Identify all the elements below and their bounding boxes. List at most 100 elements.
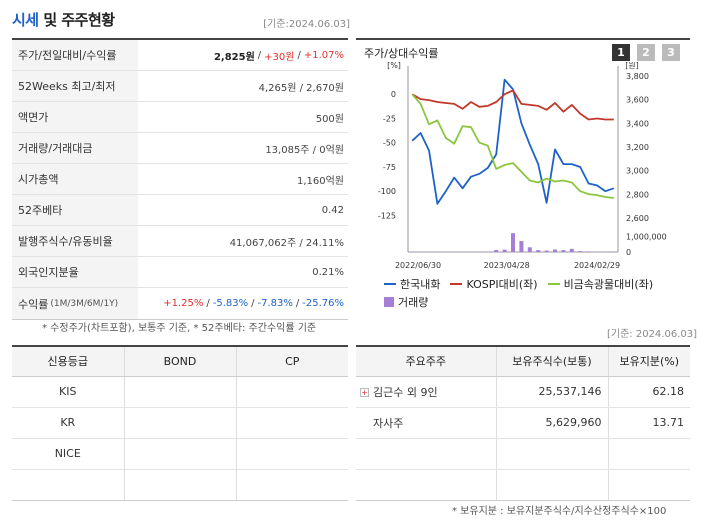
right-axis-tick: 3,400 [626,119,649,128]
table-row: KIS [12,376,348,408]
bond-cell [123,376,236,408]
period-button-1[interactable]: 1 [612,44,630,61]
volume-bar [435,251,440,253]
agency-cell: NICE [12,438,124,470]
volume-bar [553,249,557,252]
summary-value: 41,067,062주 / 24.11% [229,237,344,249]
legend-label: 거래량 [398,296,429,309]
sep: / [257,49,262,61]
summary-label: 액면가 [12,102,138,132]
summary-value: 2,825원 / +30원 / +1.07% [138,40,348,70]
legend-swatch [450,283,463,285]
cp-cell [235,407,348,439]
volume-bar [494,249,499,252]
column-header: BOND [123,346,236,377]
summary-row: 52주베타 0.42 [12,195,348,226]
x-axis-tick: 2022/06/30 [395,261,441,270]
summary-label: 거래량/거래대금 [12,133,138,163]
agency-cell: KIS [12,376,124,408]
table-header-row: 신용등급 BOND CP [12,346,348,377]
column-header: 보유주식수(보통) [495,346,608,377]
volume-bar [511,233,515,252]
series-line-2 [411,93,614,199]
returns-label-sub: (1M/3M/6M/1Y) [50,298,119,309]
holder-name-cell[interactable]: + 김근수 외 9인 [356,376,496,408]
right-axis-tick: 3,000 [626,167,649,176]
left-axis-tick: -100 [378,187,396,196]
table-row: 자사주 5,629,960 13.71 [356,407,690,439]
agency-cell [12,469,124,501]
left-axis-tick: -125 [378,211,396,220]
title-accent: 시세 [12,11,39,29]
legend-item-sector: 비금속광물대비(좌) [547,276,654,292]
summary-row: 거래량/거래대금 13,085주 / 0억원 [12,133,348,164]
table-row: NICE [12,438,348,470]
summary-value: 1,160억원 [296,175,344,187]
volume-bar [519,241,524,252]
summary-date: [기준:2024.06.03] [263,19,350,30]
table-row: + 김근수 외 9인 25,537,146 62.18 [356,376,690,408]
right-axis-tick: 2,600 [626,214,649,223]
summary-value: 13,085주 / 0억원 [265,144,344,156]
column-header: 보유지분(%) [607,346,690,377]
legend-swatch [384,297,394,307]
volume-bar [595,251,599,253]
major-holders-table: 주요주주 보유주식수(보통) 보유지분(%) + 김근수 외 9인 25,537,… [356,345,690,501]
period-button-3[interactable]: 3 [662,44,680,61]
left-axis-tick: -50 [383,139,396,148]
summary-note: * 수정주가(차트포함), 보통주 기준, * 52주베타: 주간수익률 기준 [42,323,317,334]
returns-label: 수익률 [18,297,49,311]
volume-bar [452,251,457,253]
chart-panel [356,38,690,314]
chart-title: 주가/상대수익률 [364,47,439,60]
right-axis-tick: 3,800 [626,72,649,81]
legend-label: 비금속광물대비(좌) [563,278,654,291]
volume-bar [536,250,541,252]
left-axis-tick: 0 [391,90,396,99]
sep: / [297,49,301,61]
holder-name: 김근수 외 9인 [373,385,438,399]
sep: / [206,298,210,309]
volume-bar [569,248,574,252]
volume-bar [485,251,490,253]
sep: / [251,298,255,309]
volume-bar [502,249,507,252]
table-header-row: 주요주주 보유주식수(보통) 보유지분(%) [356,346,690,377]
return-1m: +1.25% [163,298,204,309]
series-line-1 [411,89,614,121]
cp-cell [235,438,348,470]
volume-bar [410,251,415,253]
period-button-2[interactable]: 2 [637,44,655,61]
holder-shares [495,469,608,501]
price-change: +30원 [264,51,295,63]
summary-row: 수익률 (1M/3M/6M/1Y) +1.25% / -5.83% / -7.8… [12,288,348,319]
volume-bar [603,251,608,253]
legend-swatch [547,283,560,285]
cp-cell [235,376,348,408]
summary-row: 시가총액 1,160억원 [12,164,348,195]
bond-cell [123,469,236,501]
summary-label: 발행주식수/유동비율 [12,226,138,256]
volume-bar [418,251,423,253]
summary-value: +1.25% / -5.83% / -7.83% / -25.76% [138,288,348,319]
volume-bar [544,250,549,252]
summary-row: 발행주식수/유동비율 41,067,062주 / 24.11% [12,226,348,257]
volume-bar [443,251,448,253]
holder-pct: 13.71 [607,407,690,439]
legend-swatch [384,283,396,285]
legend-item-stock: 한국내화 [384,276,440,292]
expand-icon[interactable]: + [360,388,369,397]
summary-label: 수익률 (1M/3M/6M/1Y) [12,288,138,319]
cp-cell [235,469,348,501]
summary-row: 52Weeks 최고/최저 4,265원 / 2,670원 [12,71,348,102]
right-axis-tick: 3,600 [626,96,649,105]
volume-bar [586,251,591,252]
bond-cell [123,438,236,470]
volume-bar [527,247,532,252]
table-row [356,469,690,501]
summary-label: 시가총액 [12,164,138,194]
return-1y: -25.76% [302,298,344,309]
volume-bar [611,251,616,253]
x-axis-tick: 2024/02/29 [574,261,620,270]
price-chart: [%] [원] 0 -25 -50 -75 -100 -125 3,800 3,600 3,400 3… [378,62,667,270]
